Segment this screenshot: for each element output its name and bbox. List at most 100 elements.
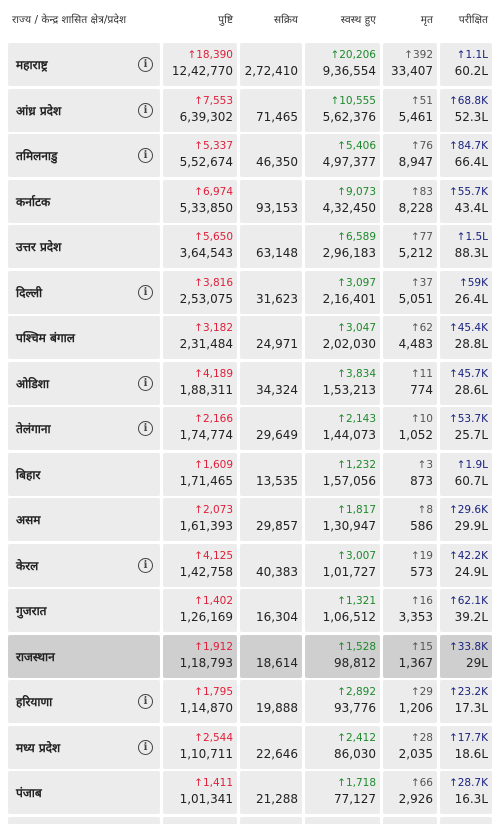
state-cell: राजस्थान xyxy=(8,634,160,678)
state-cell: पश्चिम बंगाल xyxy=(8,316,160,359)
total-value: 5,051 xyxy=(398,291,433,306)
state-cell: बिहार xyxy=(8,452,160,496)
state-cell: तेलंगाना i xyxy=(8,407,160,450)
info-icon[interactable]: i xyxy=(138,694,153,709)
data-cell: ↑2,412 86,030 xyxy=(305,725,380,769)
total-value: 2,926 xyxy=(398,792,433,806)
info-icon[interactable]: i xyxy=(138,375,153,391)
total-value: 5,62,376 xyxy=(322,109,376,124)
delta-value: ↑10,555 xyxy=(330,94,376,107)
delta-value: ↑3,097 xyxy=(337,276,376,289)
delta-value: ↑5,650 xyxy=(194,231,233,243)
info-icon[interactable]: i xyxy=(138,57,153,72)
data-cell: ↑1,528 98,812 xyxy=(305,634,380,678)
total-value: 19,888 xyxy=(256,701,298,715)
total-value: 2,72,410 xyxy=(244,64,298,78)
data-cell: ↑2,544 1,10,711 xyxy=(163,725,237,769)
total-value: 40,383 xyxy=(256,564,298,579)
data-cell: ↑84.7K 66.4L xyxy=(440,134,492,177)
delta-value: ↑23.2K xyxy=(448,686,488,698)
partial-cell xyxy=(305,816,380,824)
delta-value: ↑29 xyxy=(410,686,433,698)
info-icon[interactable]: i xyxy=(138,148,153,163)
total-value: 1,53,213 xyxy=(322,382,376,397)
state-cell: हरियाणा i xyxy=(8,680,160,723)
data-cell: 34,324 xyxy=(240,361,302,405)
data-cell: 2,72,410 xyxy=(240,43,302,86)
delta-value: ↑1,795 xyxy=(194,686,233,698)
data-cell: ↑45.7K 28.6L xyxy=(440,361,492,405)
info-icon[interactable]: i xyxy=(138,421,153,436)
data-cell: ↑10 1,052 xyxy=(383,407,437,450)
state-cell: गुजरात xyxy=(8,589,160,632)
state-name: बिहार xyxy=(16,467,41,482)
state-cell: कर्नाटक xyxy=(8,179,160,223)
info-icon[interactable]: i xyxy=(138,557,153,573)
data-cell: ↑5,406 4,97,377 xyxy=(305,134,380,177)
data-cell: ↑2,892 93,776 xyxy=(305,680,380,723)
data-cell: ↑10,555 5,62,376 xyxy=(305,88,380,132)
total-value: 13,535 xyxy=(256,473,298,488)
info-icon[interactable]: i xyxy=(138,284,153,300)
delta-value: ↑4,125 xyxy=(194,549,233,562)
data-cell: 13,535 xyxy=(240,452,302,496)
total-value: 5,52,674 xyxy=(179,155,233,169)
data-cell: ↑3,007 1,01,727 xyxy=(305,543,380,587)
state-name: हरियाणा xyxy=(16,695,53,709)
total-value: 1,26,169 xyxy=(179,610,233,624)
total-value: 1,10,711 xyxy=(179,746,233,761)
delta-value: ↑33.8K xyxy=(448,640,488,653)
delta-value: ↑11 xyxy=(410,367,433,380)
data-cell: ↑23.2K 17.3L xyxy=(440,680,492,723)
total-value: 1,74,774 xyxy=(179,428,233,442)
total-value: 16.3L xyxy=(454,792,488,806)
data-cell: ↑1.9L 60.7L xyxy=(440,452,492,496)
delta-value: ↑77 xyxy=(410,231,433,243)
delta-value: ↑4,189 xyxy=(194,367,233,380)
state-cell: असम xyxy=(8,498,160,541)
info-icon[interactable]: i xyxy=(138,102,153,118)
data-cell: ↑59K 26.4L xyxy=(440,270,492,314)
delta-value: ↑62.1K xyxy=(448,595,488,607)
total-value: 4,32,450 xyxy=(322,200,376,215)
total-value: 2,96,183 xyxy=(322,246,376,260)
total-value: 873 xyxy=(410,473,433,488)
partial-cell xyxy=(163,816,237,824)
data-cell: ↑1,817 1,30,947 xyxy=(305,498,380,541)
total-value: 1,01,727 xyxy=(322,564,376,579)
total-value: 29L xyxy=(466,655,488,670)
delta-value: ↑59K xyxy=(458,276,488,289)
state-name: केरल xyxy=(16,558,39,573)
column-header: परीक्षित xyxy=(458,14,488,26)
state-cell: आंध्र प्रदेश i xyxy=(8,88,160,132)
data-cell: ↑37 5,051 xyxy=(383,270,437,314)
data-cell: ↑1,321 1,06,512 xyxy=(305,589,380,632)
delta-value: ↑29.6K xyxy=(448,504,488,516)
total-value: 1,88,311 xyxy=(179,382,233,397)
delta-value: ↑45.4K xyxy=(448,322,488,334)
total-value: 63,148 xyxy=(256,246,298,260)
data-cell: ↑45.4K 28.8L xyxy=(440,316,492,359)
total-value: 18.6L xyxy=(454,746,488,761)
total-value: 2,31,484 xyxy=(179,337,233,351)
delta-value: ↑28.7K xyxy=(448,777,488,789)
delta-value: ↑18,390 xyxy=(187,49,233,61)
data-cell: ↑1,232 1,57,056 xyxy=(305,452,380,496)
delta-value: ↑1,232 xyxy=(337,458,376,471)
delta-value: ↑2,166 xyxy=(194,413,233,425)
total-value: 1,052 xyxy=(398,428,433,442)
state-name: पंजाब xyxy=(16,786,42,800)
total-value: 4,97,377 xyxy=(322,155,376,169)
delta-value: ↑76 xyxy=(410,140,433,152)
delta-value: ↑3,182 xyxy=(194,322,233,334)
delta-value: ↑42.2K xyxy=(448,549,488,562)
total-value: 9,36,554 xyxy=(322,64,376,78)
total-value: 26.4L xyxy=(454,291,488,306)
state-cell: तमिलनाडु i xyxy=(8,134,160,177)
state-name: कर्नाटक xyxy=(16,194,51,209)
state-name: दिल्ली xyxy=(16,285,43,300)
total-value: 2,02,030 xyxy=(322,337,376,351)
info-icon[interactable]: i xyxy=(138,739,153,755)
data-cell: ↑20,206 9,36,554 xyxy=(305,43,380,86)
delta-value: ↑19 xyxy=(410,549,433,562)
